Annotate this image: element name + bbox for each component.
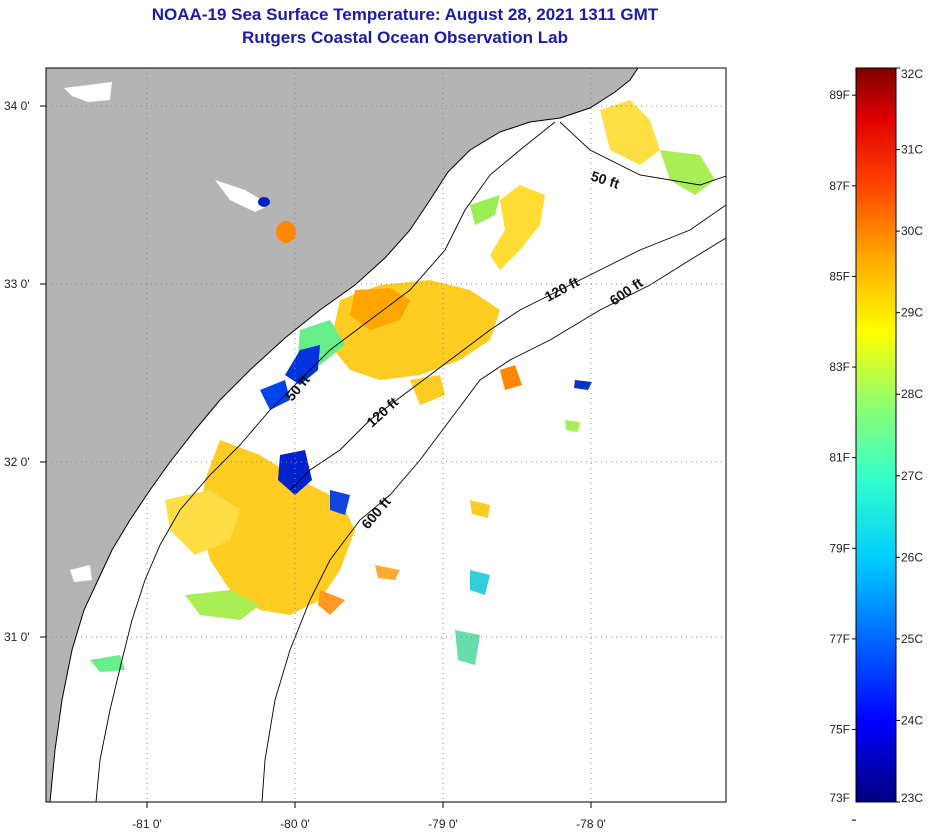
map-subtitle: Rutgers Coastal Ocean Observation Lab: [242, 28, 568, 47]
colorbar-celsius-label: 24C: [901, 713, 923, 727]
colorbar-celsius-label: 28C: [901, 387, 923, 401]
depth-contour-600ft: [261, 237, 726, 802]
lon-lat-grid: [46, 68, 726, 802]
colorbar: [855, 67, 897, 803]
colorbar-fahrenheit-label: 83F: [829, 360, 850, 374]
cloud-patch: [64, 82, 112, 102]
colorbar-fahrenheit-label: 77F: [829, 632, 850, 646]
lat-tick-label: 31 0': [4, 630, 30, 644]
lon-tick-label: -80 0': [280, 817, 310, 831]
sst-field: [90, 100, 715, 672]
colorbar-celsius-label: 30C: [901, 224, 923, 238]
colorbar-fahrenheit-label: 89F: [829, 88, 850, 102]
colorbar-fahrenheit-label: 73F: [829, 791, 850, 805]
cloud-patch: [215, 180, 270, 212]
colorbar-celsius-label: 23C: [901, 791, 923, 805]
sst-patch: [276, 221, 296, 243]
colorbar-celsius-label: 29C: [901, 306, 923, 320]
lon-tick-label: -79 0': [428, 817, 458, 831]
lat-tick-label: 32 0': [4, 455, 30, 469]
colorbar-fahrenheit-label: 79F: [829, 541, 850, 555]
colorbar-fahrenheit-label: 87F: [829, 179, 850, 193]
map-title: NOAA-19 Sea Surface Temperature: August …: [151, 5, 659, 24]
lat-tick-label: 34 0': [4, 99, 30, 113]
land-area: [46, 68, 638, 802]
depth-contour-120ft: [289, 204, 726, 491]
colorbar-fahrenheit-label: 85F: [829, 269, 850, 283]
colorbar-celsius-label: 32C: [901, 67, 923, 81]
sst-patch: [258, 197, 270, 207]
colorbar-celsius-label: 27C: [901, 469, 923, 483]
lat-tick-label: 33 0': [4, 277, 30, 291]
colorbar-fahrenheit-label: 81F: [829, 451, 850, 465]
colorbar-celsius-label: 31C: [901, 143, 923, 157]
colorbar-celsius-label: 26C: [901, 550, 923, 564]
colorbar-celsius-label: 25C: [901, 632, 923, 646]
lon-tick-label: -78 0': [576, 817, 606, 831]
coastline: [49, 68, 639, 802]
colorbar-fahrenheit-label: 75F: [829, 723, 850, 737]
cloud-patch: [70, 565, 92, 582]
depth-contour-50ft: [95, 121, 726, 802]
lon-tick-label: -81 0': [132, 817, 162, 831]
